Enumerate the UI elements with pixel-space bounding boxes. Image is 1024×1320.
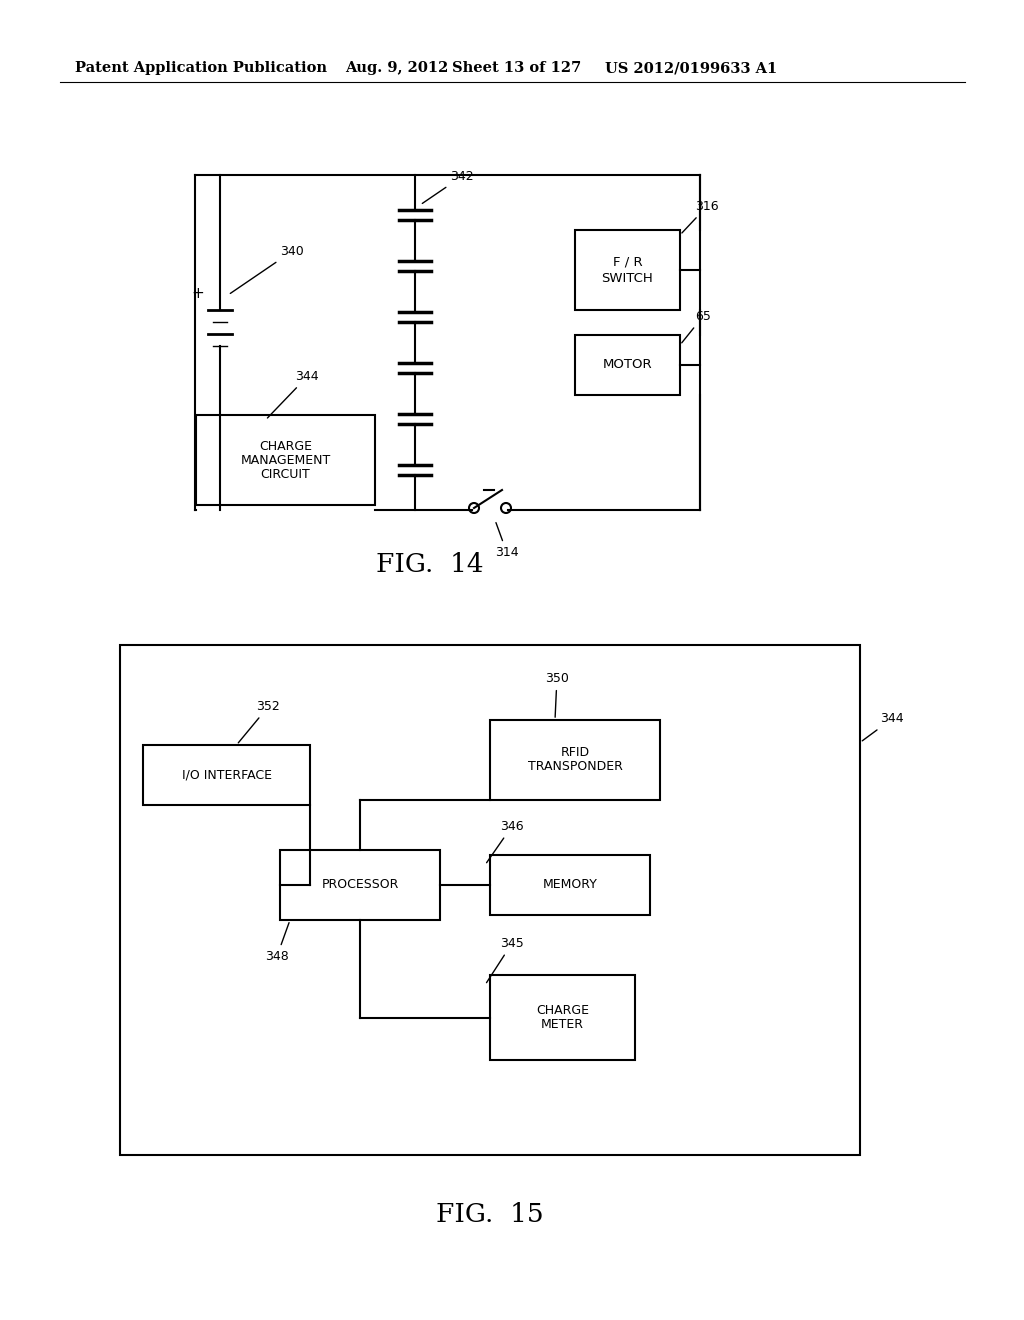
Text: CHARGE: CHARGE	[259, 440, 312, 453]
Text: 352: 352	[239, 700, 281, 743]
Text: 344: 344	[862, 713, 903, 741]
Text: 346: 346	[486, 820, 523, 863]
Text: MOTOR: MOTOR	[603, 359, 652, 371]
Bar	[575, 230, 680, 310]
Bar	[143, 744, 310, 805]
Text: FIG.  14: FIG. 14	[376, 553, 483, 578]
Text: SWITCH: SWITCH	[602, 272, 653, 285]
Text: 348: 348	[265, 923, 289, 964]
Text: I/O INTERFACE: I/O INTERFACE	[181, 768, 271, 781]
Text: 65: 65	[682, 310, 711, 343]
Text: METER: METER	[541, 1018, 584, 1031]
Text: 345: 345	[486, 937, 523, 982]
Text: Sheet 13 of 127: Sheet 13 of 127	[452, 61, 582, 75]
Text: TRANSPONDER: TRANSPONDER	[527, 760, 623, 774]
Bar	[196, 414, 375, 506]
Bar	[490, 975, 635, 1060]
Text: 344: 344	[267, 370, 319, 418]
Text: F / R: F / R	[612, 256, 642, 268]
Text: US 2012/0199633 A1: US 2012/0199633 A1	[605, 61, 777, 75]
Text: 314: 314	[495, 523, 518, 558]
Text: MEMORY: MEMORY	[543, 879, 597, 891]
Bar	[490, 719, 660, 800]
Text: MANAGEMENT: MANAGEMENT	[241, 454, 331, 466]
Text: Aug. 9, 2012: Aug. 9, 2012	[345, 61, 449, 75]
Text: 340: 340	[230, 246, 304, 293]
Text: 316: 316	[682, 201, 719, 232]
Text: RFID: RFID	[560, 747, 590, 759]
Text: PROCESSOR: PROCESSOR	[322, 879, 398, 891]
Text: 342: 342	[422, 170, 474, 203]
Bar	[280, 850, 440, 920]
Text: +: +	[191, 285, 205, 301]
Bar	[575, 335, 680, 395]
Text: CHARGE: CHARGE	[536, 1005, 589, 1016]
Text: CIRCUIT: CIRCUIT	[261, 467, 310, 480]
Bar	[120, 645, 860, 1155]
Text: Patent Application Publication: Patent Application Publication	[75, 61, 327, 75]
Text: 350: 350	[545, 672, 569, 717]
Bar	[490, 855, 650, 915]
Text: FIG.  15: FIG. 15	[436, 1203, 544, 1228]
